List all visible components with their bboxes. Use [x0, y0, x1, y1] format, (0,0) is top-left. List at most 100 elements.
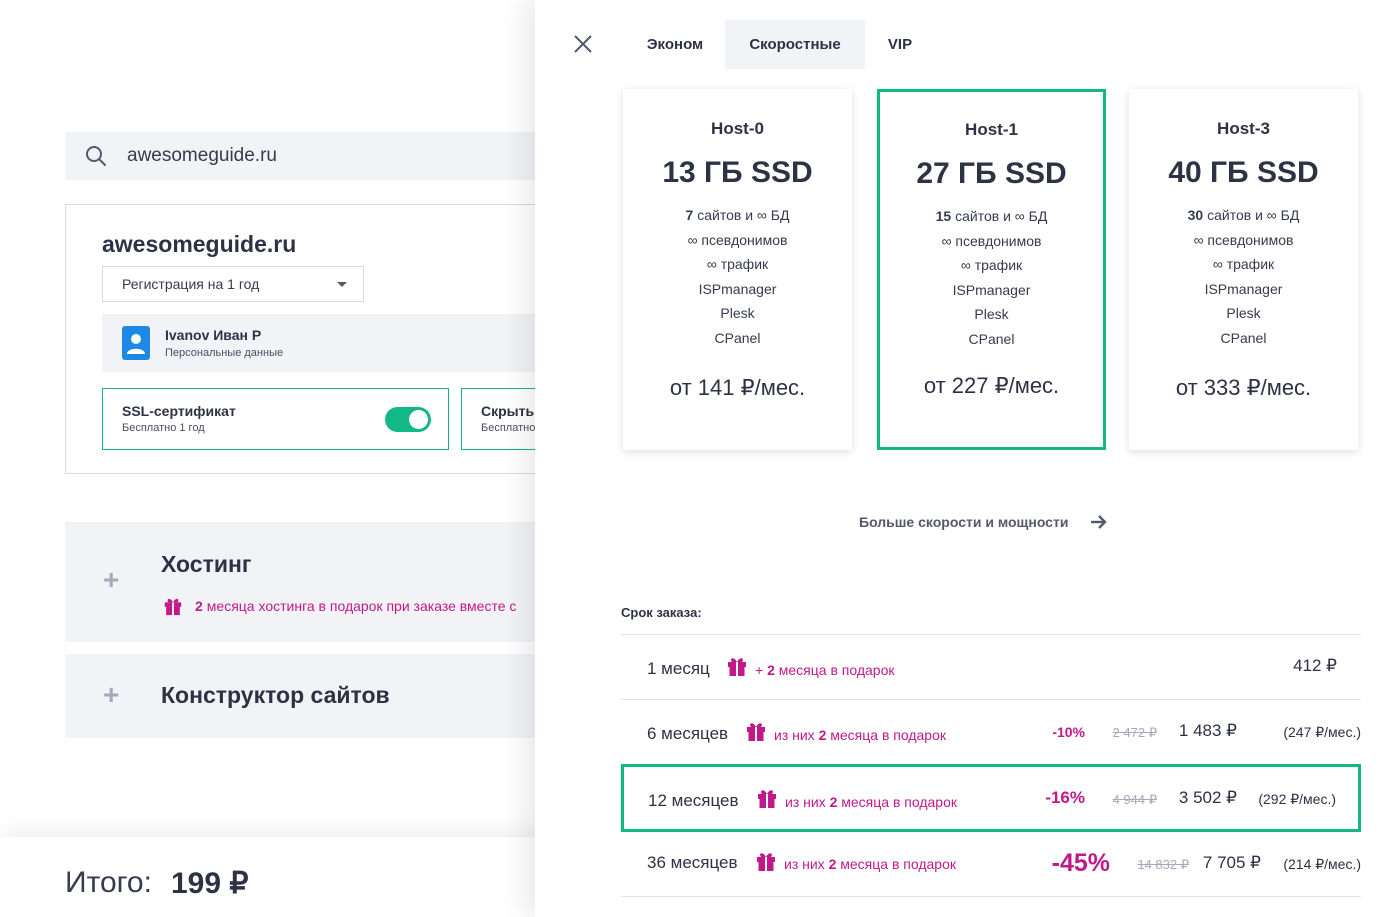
- plan-sites-text: сайтов и ∞ БД: [697, 207, 790, 223]
- gift-icon: [747, 723, 765, 741]
- chevron-down-icon: [337, 282, 347, 287]
- ssl-option[interactable]: SSL-сертификат Бесплатно 1 год: [102, 388, 449, 450]
- plan-feature-panel: Plesk: [974, 306, 1009, 322]
- tab-econom[interactable]: Эконом: [646, 36, 704, 53]
- plan-feature-aliases: ∞ псевдонимов: [941, 232, 1042, 249]
- plan-category-tabs: Эконом Скоростные VIP: [625, 20, 935, 69]
- ssl-option-title: SSL-сертификат: [122, 403, 236, 419]
- plan-sites-text: сайтов и ∞ БД: [955, 208, 1048, 224]
- term-name: 1 месяц: [647, 659, 710, 678]
- plan-features: 7 сайтов и ∞ БД ∞ псевдонимов ∞ трафик I…: [623, 203, 852, 350]
- term-promo-count: 2: [767, 662, 775, 678]
- contact-person[interactable]: Ivanov Иван Р Персональные данные: [102, 314, 562, 372]
- hosting-promo: 2 месяца хостинга в подарок при заказе в…: [163, 596, 516, 616]
- order-page: awesomeguide.ru awesomeguide.ru Регистра…: [0, 0, 581, 917]
- hide-option-subtitle: Бесплатно: [481, 422, 536, 434]
- search-icon: [86, 146, 106, 166]
- gift-icon: [758, 790, 776, 808]
- term-promo-count: 2: [818, 727, 827, 743]
- plan-feature-traffic: ∞ трафик: [1212, 256, 1275, 272]
- site-builder-title: Конструктор сайтов: [161, 682, 390, 708]
- term-per-month: (214 ₽/мес.): [1283, 856, 1361, 872]
- plan-feature-panel: Plesk: [1226, 305, 1261, 321]
- term-promo-prefix: +: [755, 662, 764, 678]
- plan-feature-aliases: ∞ псевдонимов: [1193, 231, 1294, 248]
- site-builder-section[interactable]: + Конструктор сайтов: [65, 654, 560, 738]
- plan-feature-sites: 15 сайтов и ∞ БД: [880, 204, 1103, 229]
- term-row-12-months[interactable]: 12 месяцев из них 2 месяца в подарок -16…: [621, 764, 1361, 832]
- term-discount: -45%: [1051, 849, 1110, 877]
- term-promo-prefix: из них: [785, 794, 826, 810]
- term-promo-prefix: из них: [784, 856, 825, 872]
- plan-feature-panel: Plesk: [720, 305, 755, 321]
- tab-vip[interactable]: VIP: [887, 36, 913, 53]
- plan-sites-count: 30: [1187, 207, 1204, 223]
- total-bar: Итого: 199 ₽: [0, 837, 560, 917]
- term-promo-text: месяца в подарок: [830, 727, 946, 743]
- plan-sites-count: 7: [685, 207, 694, 223]
- plus-icon[interactable]: +: [103, 679, 120, 710]
- plus-icon[interactable]: +: [103, 564, 120, 595]
- term-promo: + 2 месяца в подарок: [755, 662, 895, 678]
- term-row-1-month[interactable]: 1 месяц + 2 месяца в подарок 412 ₽: [621, 634, 1361, 699]
- term-row-36-months[interactable]: 36 месяцев из них 2 месяца в подарок -45…: [621, 832, 1361, 897]
- toggle-knob: [409, 410, 428, 429]
- more-speed-link[interactable]: Больше скорости и мощности: [859, 514, 1108, 530]
- ssl-toggle[interactable]: [385, 407, 431, 432]
- registration-period-select[interactable]: Регистрация на 1 год: [102, 266, 364, 302]
- term-old-price: 14 832 ₽: [1137, 857, 1189, 872]
- term-row-6-months[interactable]: 6 месяцев из них 2 месяца в подарок -10%…: [621, 699, 1361, 764]
- term-promo-text: месяца в подарок: [841, 794, 957, 810]
- term-promo: из них 2 месяца в подарок: [785, 794, 957, 810]
- term-price: 412 ₽: [1293, 656, 1337, 675]
- hosting-section[interactable]: + Хостинг 2 месяца хостинга в подарок пр…: [65, 522, 560, 642]
- term-promo-prefix: из них: [774, 727, 815, 743]
- plan-price: от 333 ₽/мес.: [1175, 375, 1312, 400]
- plan-features: 30 сайтов и ∞ БД ∞ псевдонимов ∞ трафик …: [1129, 203, 1358, 350]
- tab-fast[interactable]: Скоростные: [725, 20, 865, 69]
- term-promo-count: 2: [829, 794, 838, 810]
- term-price: 7 705 ₽: [1202, 853, 1261, 872]
- plan-card-host-3[interactable]: Host-3 40 ГБ SSD 30 сайтов и ∞ БД ∞ псев…: [1129, 89, 1358, 450]
- term-promo-count: 2: [828, 856, 837, 872]
- contact-subtitle: Персональные данные: [165, 347, 284, 359]
- hide-whois-option[interactable]: Скрыть Бесплатно: [461, 388, 581, 450]
- plan-disk: 13 ГБ SSD: [662, 156, 813, 189]
- term-name: 6 месяцев: [647, 724, 729, 743]
- term-name: 12 месяцев: [648, 791, 739, 810]
- contact-card-icon: [122, 326, 150, 360]
- term-price: 3 502 ₽: [1178, 788, 1237, 807]
- plan-feature-panel: ISPmanager: [952, 281, 1031, 298]
- more-speed-label: Больше скорости и мощности: [859, 514, 1069, 530]
- plan-name: Host-1: [965, 120, 1018, 139]
- plan-disk: 40 ГБ SSD: [1168, 156, 1319, 189]
- gift-icon: [757, 853, 775, 871]
- order-term-label: Срок заказа:: [621, 605, 702, 620]
- search-input[interactable]: awesomeguide.ru: [127, 145, 277, 166]
- domain-search-bar[interactable]: awesomeguide.ru: [65, 132, 560, 180]
- plan-features: 15 сайтов и ∞ БД ∞ псевдонимов ∞ трафик …: [880, 204, 1103, 351]
- term-promo-text: месяца в подарок: [840, 856, 956, 872]
- term-per-month: (247 ₽/мес.): [1283, 724, 1361, 740]
- domain-name: awesomeguide.ru: [102, 231, 297, 257]
- plan-feature-panel: ISPmanager: [1204, 280, 1283, 297]
- hosting-promo-count: 2: [195, 598, 203, 614]
- ssl-option-subtitle: Бесплатно 1 год: [122, 422, 205, 434]
- term-promo: из них 2 месяца в подарок: [784, 856, 956, 872]
- hosting-promo-text: месяца хостинга в подарок при заказе вме…: [206, 598, 517, 614]
- plan-price: от 141 ₽/мес.: [669, 375, 806, 400]
- plan-name: Host-0: [711, 119, 764, 138]
- hosting-plan-drawer: Эконом Скоростные VIP Host-0 13 ГБ SSD 7…: [535, 0, 1379, 917]
- term-per-month: (292 ₽/мес.): [1258, 791, 1336, 807]
- hide-option-title: Скрыть: [481, 403, 535, 419]
- plan-name: Host-3: [1217, 119, 1270, 138]
- plan-card-host-0[interactable]: Host-0 13 ГБ SSD 7 сайтов и ∞ БД ∞ псевд…: [623, 89, 852, 450]
- plan-feature-sites: 7 сайтов и ∞ БД: [623, 203, 852, 228]
- hosting-title: Хостинг: [161, 551, 252, 577]
- close-icon[interactable]: [572, 33, 594, 55]
- contact-name: Ivanov Иван Р: [165, 327, 262, 343]
- plan-sites-count: 15: [935, 208, 952, 224]
- term-promo: из них 2 месяца в подарок: [774, 727, 946, 743]
- plan-card-host-1[interactable]: Host-1 27 ГБ SSD 15 сайтов и ∞ БД ∞ псев…: [877, 89, 1106, 450]
- term-discount: -16%: [1045, 788, 1085, 807]
